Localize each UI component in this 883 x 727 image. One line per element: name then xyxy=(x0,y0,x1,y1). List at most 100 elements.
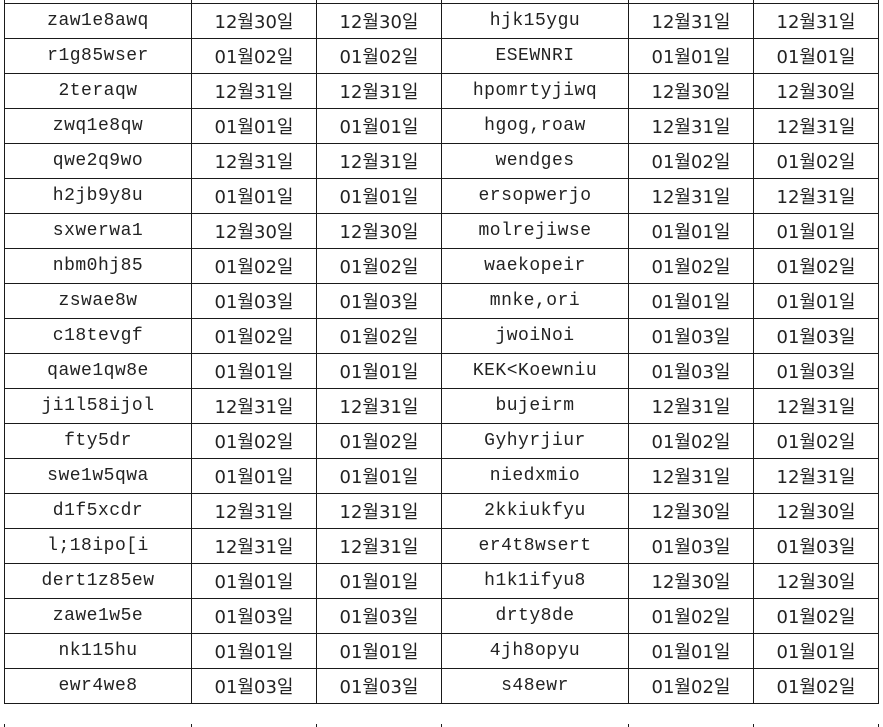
name-cell[interactable]: molrejiwse xyxy=(441,213,629,249)
date-cell[interactable]: 12월31일 xyxy=(753,178,879,214)
date-cell[interactable]: 01월01일 xyxy=(316,353,442,389)
name-cell[interactable]: d1f5xcdr xyxy=(4,493,192,529)
date-cell[interactable]: 12월30일 xyxy=(316,3,442,39)
date-cell[interactable]: 01월01일 xyxy=(191,563,317,599)
name-cell[interactable]: mnke,ori xyxy=(441,283,629,319)
date-cell[interactable]: 01월03일 xyxy=(753,353,879,389)
date-cell[interactable]: 01월02일 xyxy=(753,668,879,704)
date-cell[interactable]: 12월31일 xyxy=(628,388,754,424)
name-cell[interactable]: zawe1w5e xyxy=(4,598,192,634)
date-cell[interactable]: 01월03일 xyxy=(628,528,754,564)
date-cell[interactable]: 12월31일 xyxy=(316,73,442,109)
date-cell[interactable]: 12월31일 xyxy=(628,178,754,214)
name-cell[interactable]: waekopeir xyxy=(441,248,629,284)
name-cell[interactable]: er4t8wsert xyxy=(441,528,629,564)
date-cell[interactable]: 01월02일 xyxy=(628,143,754,179)
name-cell[interactable]: ersopwerjo xyxy=(441,178,629,214)
name-cell[interactable]: hgog,roaw xyxy=(441,108,629,144)
date-cell[interactable]: 01월02일 xyxy=(753,423,879,459)
date-cell[interactable]: 01월01일 xyxy=(191,353,317,389)
date-cell[interactable]: 12월30일 xyxy=(628,493,754,529)
date-cell[interactable]: 12월31일 xyxy=(191,528,317,564)
date-cell[interactable]: 12월31일 xyxy=(316,493,442,529)
date-cell[interactable]: 01월01일 xyxy=(191,458,317,494)
date-cell[interactable]: 01월02일 xyxy=(316,423,442,459)
date-cell[interactable]: 01월01일 xyxy=(191,633,317,669)
date-cell[interactable]: 01월01일 xyxy=(628,38,754,74)
date-cell[interactable]: 01월01일 xyxy=(753,213,879,249)
date-cell[interactable]: 01월03일 xyxy=(316,598,442,634)
date-cell[interactable]: 01월01일 xyxy=(316,178,442,214)
date-cell[interactable]: 12월30일 xyxy=(316,213,442,249)
name-cell[interactable]: l;18ipo[i xyxy=(4,528,192,564)
date-cell[interactable]: 01월01일 xyxy=(753,283,879,319)
date-cell[interactable]: 01월02일 xyxy=(753,143,879,179)
name-cell[interactable]: c18tevgf xyxy=(4,318,192,354)
date-cell[interactable]: 12월31일 xyxy=(316,528,442,564)
name-cell[interactable]: wendges xyxy=(441,143,629,179)
name-cell[interactable]: Gyhyrjiur xyxy=(441,423,629,459)
name-cell[interactable]: zwq1e8qw xyxy=(4,108,192,144)
name-cell[interactable]: 2teraqw xyxy=(4,73,192,109)
name-cell[interactable]: swe1w5qwa xyxy=(4,458,192,494)
name-cell[interactable]: s48ewr xyxy=(441,668,629,704)
date-cell[interactable]: 01월01일 xyxy=(628,283,754,319)
date-cell[interactable]: 01월02일 xyxy=(316,248,442,284)
date-cell[interactable]: 12월31일 xyxy=(316,388,442,424)
date-cell[interactable]: 12월31일 xyxy=(628,3,754,39)
date-cell[interactable]: 01월01일 xyxy=(191,108,317,144)
date-cell[interactable]: 01월03일 xyxy=(191,668,317,704)
name-cell[interactable]: hpomrtyjiwq xyxy=(441,73,629,109)
name-cell[interactable]: ji1l58ijol xyxy=(4,388,192,424)
name-cell[interactable]: niedxmio xyxy=(441,458,629,494)
name-cell[interactable]: sxwerwa1 xyxy=(4,213,192,249)
date-cell[interactable]: 01월01일 xyxy=(753,38,879,74)
name-cell[interactable]: r1g85wser xyxy=(4,38,192,74)
name-cell[interactable]: nk115hu xyxy=(4,633,192,669)
name-cell[interactable]: h1k1ifyu8 xyxy=(441,563,629,599)
date-cell[interactable]: 01월03일 xyxy=(753,528,879,564)
name-cell[interactable]: qwe2q9wo xyxy=(4,143,192,179)
name-cell[interactable]: dert1z85ew xyxy=(4,563,192,599)
name-cell[interactable]: hjk15ygu xyxy=(441,3,629,39)
name-cell[interactable]: zaw1e8awq xyxy=(4,3,192,39)
date-cell[interactable]: 01월02일 xyxy=(628,248,754,284)
date-cell[interactable]: 12월31일 xyxy=(191,493,317,529)
date-cell[interactable]: 12월31일 xyxy=(753,108,879,144)
date-cell[interactable]: 12월31일 xyxy=(753,3,879,39)
date-cell[interactable]: 01월02일 xyxy=(191,38,317,74)
date-cell[interactable]: 01월03일 xyxy=(316,283,442,319)
name-cell[interactable]: h2jb9y8u xyxy=(4,178,192,214)
date-cell[interactable]: 01월02일 xyxy=(753,248,879,284)
date-cell[interactable]: 01월01일 xyxy=(628,633,754,669)
date-cell[interactable]: 12월30일 xyxy=(628,563,754,599)
date-cell[interactable]: 12월31일 xyxy=(191,73,317,109)
date-cell[interactable]: 01월03일 xyxy=(628,318,754,354)
date-cell[interactable]: 12월31일 xyxy=(753,458,879,494)
name-cell[interactable]: fty5dr xyxy=(4,423,192,459)
date-cell[interactable]: 12월30일 xyxy=(753,493,879,529)
date-cell[interactable]: 01월02일 xyxy=(628,668,754,704)
name-cell[interactable]: qawe1qw8e xyxy=(4,353,192,389)
date-cell[interactable]: 01월01일 xyxy=(628,213,754,249)
name-cell[interactable]: zswae8w xyxy=(4,283,192,319)
date-cell[interactable]: 01월02일 xyxy=(191,318,317,354)
name-cell[interactable]: nbm0hj85 xyxy=(4,248,192,284)
date-cell[interactable]: 01월03일 xyxy=(628,353,754,389)
date-cell[interactable]: 01월01일 xyxy=(316,563,442,599)
date-cell[interactable]: 01월03일 xyxy=(191,283,317,319)
name-cell[interactable]: ewr4we8 xyxy=(4,668,192,704)
date-cell[interactable]: 12월30일 xyxy=(191,3,317,39)
date-cell[interactable]: 01월01일 xyxy=(316,633,442,669)
date-cell[interactable]: 01월03일 xyxy=(316,668,442,704)
date-cell[interactable]: 12월31일 xyxy=(191,388,317,424)
date-cell[interactable]: 12월31일 xyxy=(753,388,879,424)
date-cell[interactable]: 01월01일 xyxy=(316,458,442,494)
date-cell[interactable]: 12월30일 xyxy=(753,73,879,109)
date-cell[interactable]: 12월31일 xyxy=(191,143,317,179)
date-cell[interactable]: 01월02일 xyxy=(191,423,317,459)
name-cell[interactable]: 4jh8opyu xyxy=(441,633,629,669)
date-cell[interactable]: 01월02일 xyxy=(628,598,754,634)
date-cell[interactable]: 12월31일 xyxy=(628,458,754,494)
date-cell[interactable]: 01월02일 xyxy=(191,248,317,284)
